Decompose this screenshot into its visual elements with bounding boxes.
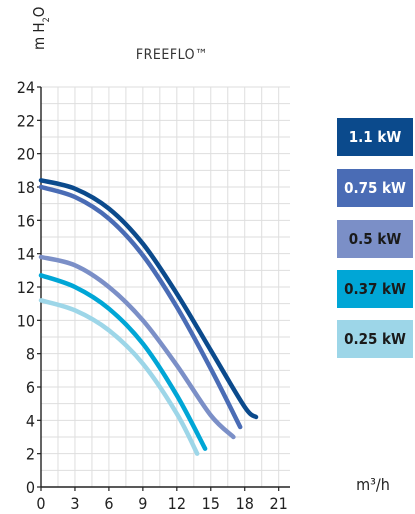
legend-label: 0.5 kW (348, 230, 402, 248)
chart-title: FREEFLO™ (136, 47, 208, 63)
legend-item-0-37-kw: 0.37 kW (337, 270, 413, 308)
legend-label: 1.1 kW (348, 128, 402, 146)
series-line-0-25-kw (38, 298, 200, 456)
x-tick-label: 6 (104, 494, 113, 513)
x-tick-label: 15 (202, 494, 220, 513)
y-axis-label-sub: 2 (42, 17, 52, 22)
legend-label: 0.25 kW (344, 330, 406, 348)
chart-text: FREEFLO™ m³/h m H2O (30, 7, 390, 494)
legend-item-0-25-kw: 0.25 kW (337, 320, 413, 358)
grid (41, 86, 290, 487)
x-tick-label: 0 (36, 494, 45, 513)
legend-label: 0.75 kW (344, 179, 406, 197)
y-tick-label: 6 (26, 378, 35, 397)
x-tick-label: 18 (236, 494, 254, 513)
y-tick-label: 24 (17, 78, 35, 97)
series-line-0-5-kw (38, 254, 236, 440)
y-tick-label: 4 (26, 411, 35, 430)
series-line-0-75-kw (38, 184, 243, 430)
y-axis-label: m H2O (30, 7, 52, 50)
y-tick-label: 20 (17, 145, 35, 164)
x-tick-label: 21 (270, 494, 288, 513)
legend-item-1-1-kw: 1.1 kW (337, 118, 413, 156)
y-tick-label: 0 (26, 478, 35, 497)
x-tick-label: 9 (138, 494, 147, 513)
y-tick-label: 14 (17, 245, 35, 264)
y-tick-label: 10 (17, 311, 35, 330)
y-tick-label: 2 (26, 445, 35, 464)
y-tick-label: 8 (26, 345, 35, 364)
y-tick-label: 22 (17, 111, 35, 130)
y-tick-label: 16 (17, 211, 35, 230)
legend-item-0-75-kw: 0.75 kW (337, 169, 413, 207)
legend-label: 0.37 kW (344, 280, 406, 298)
x-tick-label: 12 (168, 494, 186, 513)
series-line-1-1-kw (38, 178, 259, 420)
series-lines (38, 178, 259, 456)
y-axis-label-main: m H (30, 22, 48, 50)
x-axis-label: m³/h (356, 475, 390, 494)
y-axis-label-tail: O (30, 7, 48, 18)
y-tick-label: 12 (17, 278, 35, 297)
y-tick-label: 18 (17, 178, 35, 197)
series-line-0-37-kw (38, 273, 208, 451)
legend-item-0-5-kw: 0.5 kW (337, 220, 413, 258)
svg-text:m H2O: m H2O (30, 7, 52, 50)
x-tick-label: 3 (70, 494, 79, 513)
